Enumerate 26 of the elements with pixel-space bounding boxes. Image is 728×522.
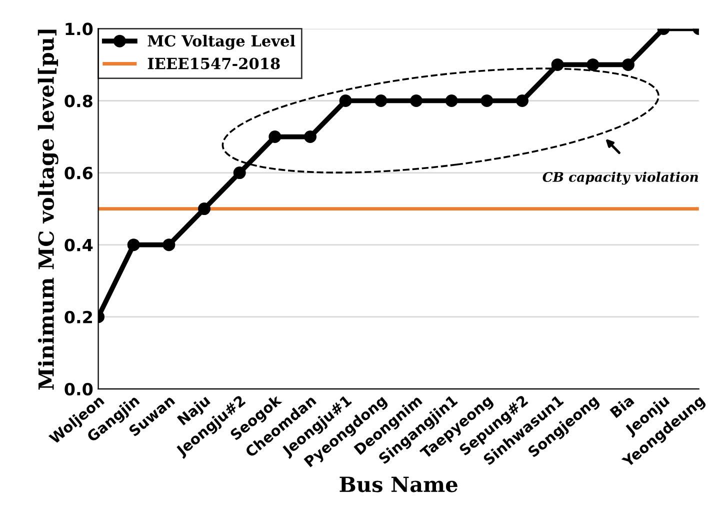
point — [127, 238, 140, 252]
point — [516, 94, 528, 107]
point — [162, 238, 176, 252]
point — [622, 58, 634, 71]
point — [268, 130, 282, 144]
point — [339, 94, 352, 107]
y-axis-title: Minimum MC voltage level[pu] — [38, 30, 58, 390]
point — [410, 94, 422, 107]
y-tick-label: 0.0 — [64, 382, 93, 396]
point — [480, 94, 494, 107]
y-tick-label: 0.2 — [64, 310, 92, 324]
y-tick-label: 0.6 — [64, 166, 93, 180]
legend-label: IEEE1547-2018 — [148, 58, 280, 70]
point — [551, 58, 564, 71]
y-tick-label: 1.0 — [66, 22, 93, 36]
point — [586, 58, 600, 71]
legend-label: MC Voltage Level — [148, 34, 296, 50]
annotation: CB capacity violation — [542, 172, 698, 185]
point — [198, 202, 211, 216]
y-tick-label: 0.8 — [64, 94, 92, 108]
x-axis-title: Bus Name — [340, 476, 458, 492]
y-tick-label: 0.4 — [64, 238, 93, 252]
point — [233, 166, 246, 180]
point — [445, 94, 458, 107]
point — [304, 130, 317, 144]
point — [374, 94, 388, 107]
